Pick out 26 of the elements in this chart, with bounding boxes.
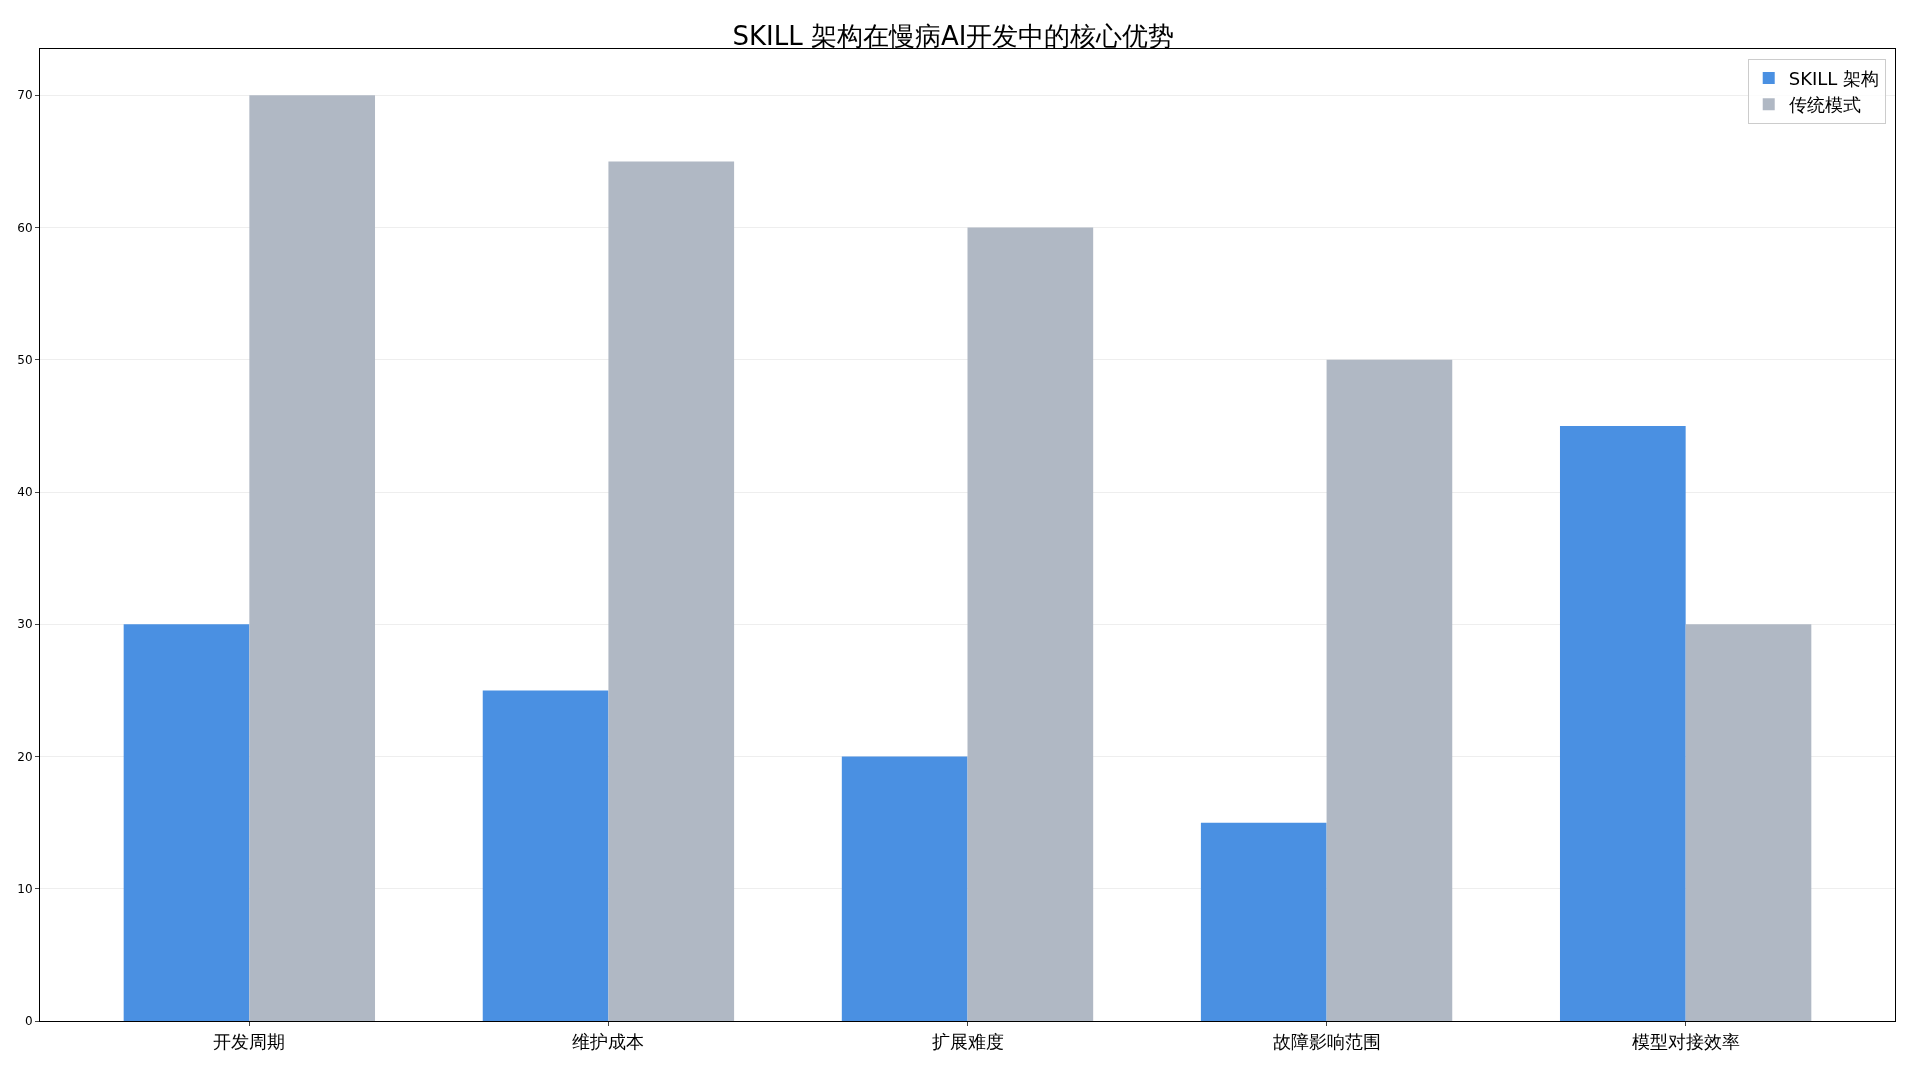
x-tick-label: 开发周期 xyxy=(213,1030,286,1052)
bar xyxy=(1200,822,1327,1021)
bar xyxy=(482,690,609,1021)
x-tick-label: 扩展难度 xyxy=(931,1030,1004,1052)
y-tick-label: 20 xyxy=(17,749,33,764)
bar xyxy=(249,95,376,1021)
x-tick-label: 故障影响范围 xyxy=(1272,1030,1381,1052)
bar xyxy=(1559,425,1686,1021)
x-tick-label: 模型对接效率 xyxy=(1631,1030,1740,1052)
y-tick-label: 40 xyxy=(17,485,33,500)
chart-title: SKILL 架构在慢病AI开发中的核心优势 xyxy=(732,20,1175,51)
legend-label: SKILL 架构 xyxy=(1788,67,1880,89)
bar xyxy=(608,161,735,1021)
y-tick-label: 70 xyxy=(17,88,33,103)
bar xyxy=(967,227,1094,1021)
y-tick-label: 50 xyxy=(17,352,33,367)
y-tick-label: 60 xyxy=(17,220,33,235)
y-tick-label: 30 xyxy=(17,617,33,632)
bar xyxy=(841,756,968,1021)
bar xyxy=(123,624,250,1021)
legend-label: 传统模式 xyxy=(1788,94,1861,116)
y-tick-label: 10 xyxy=(17,881,33,896)
y-tick-label: 0 xyxy=(24,1014,33,1029)
x-tick-label: 维护成本 xyxy=(572,1030,645,1052)
bar xyxy=(1685,624,1812,1021)
bar xyxy=(1326,359,1453,1021)
